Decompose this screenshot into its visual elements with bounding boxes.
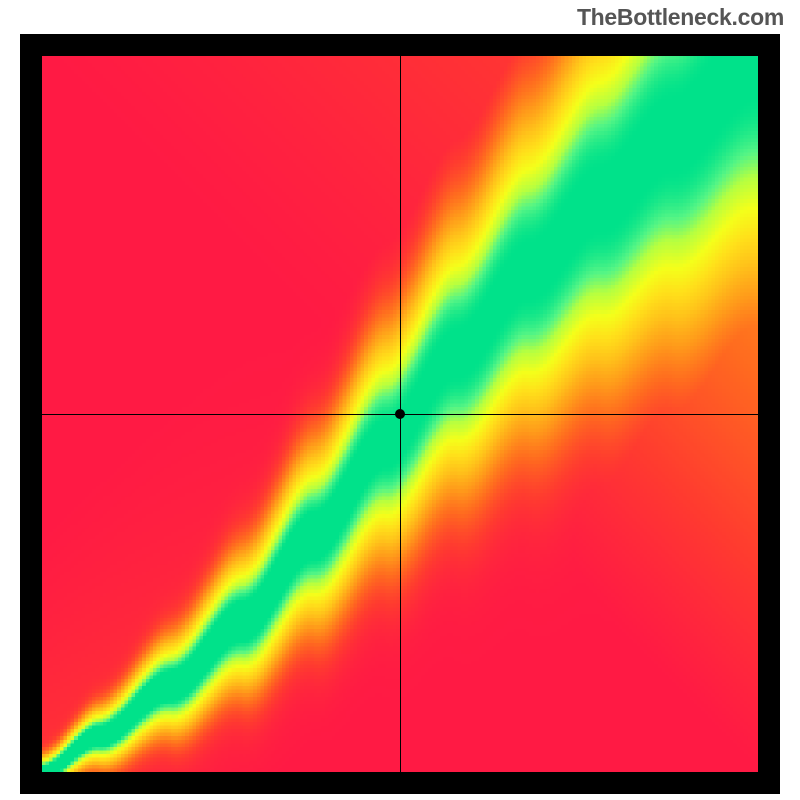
chart-container: TheBottleneck.com (0, 0, 800, 800)
attribution-text: TheBottleneck.com (577, 4, 784, 31)
heatmap-canvas (42, 56, 758, 772)
heatmap-plot-area (42, 56, 758, 772)
